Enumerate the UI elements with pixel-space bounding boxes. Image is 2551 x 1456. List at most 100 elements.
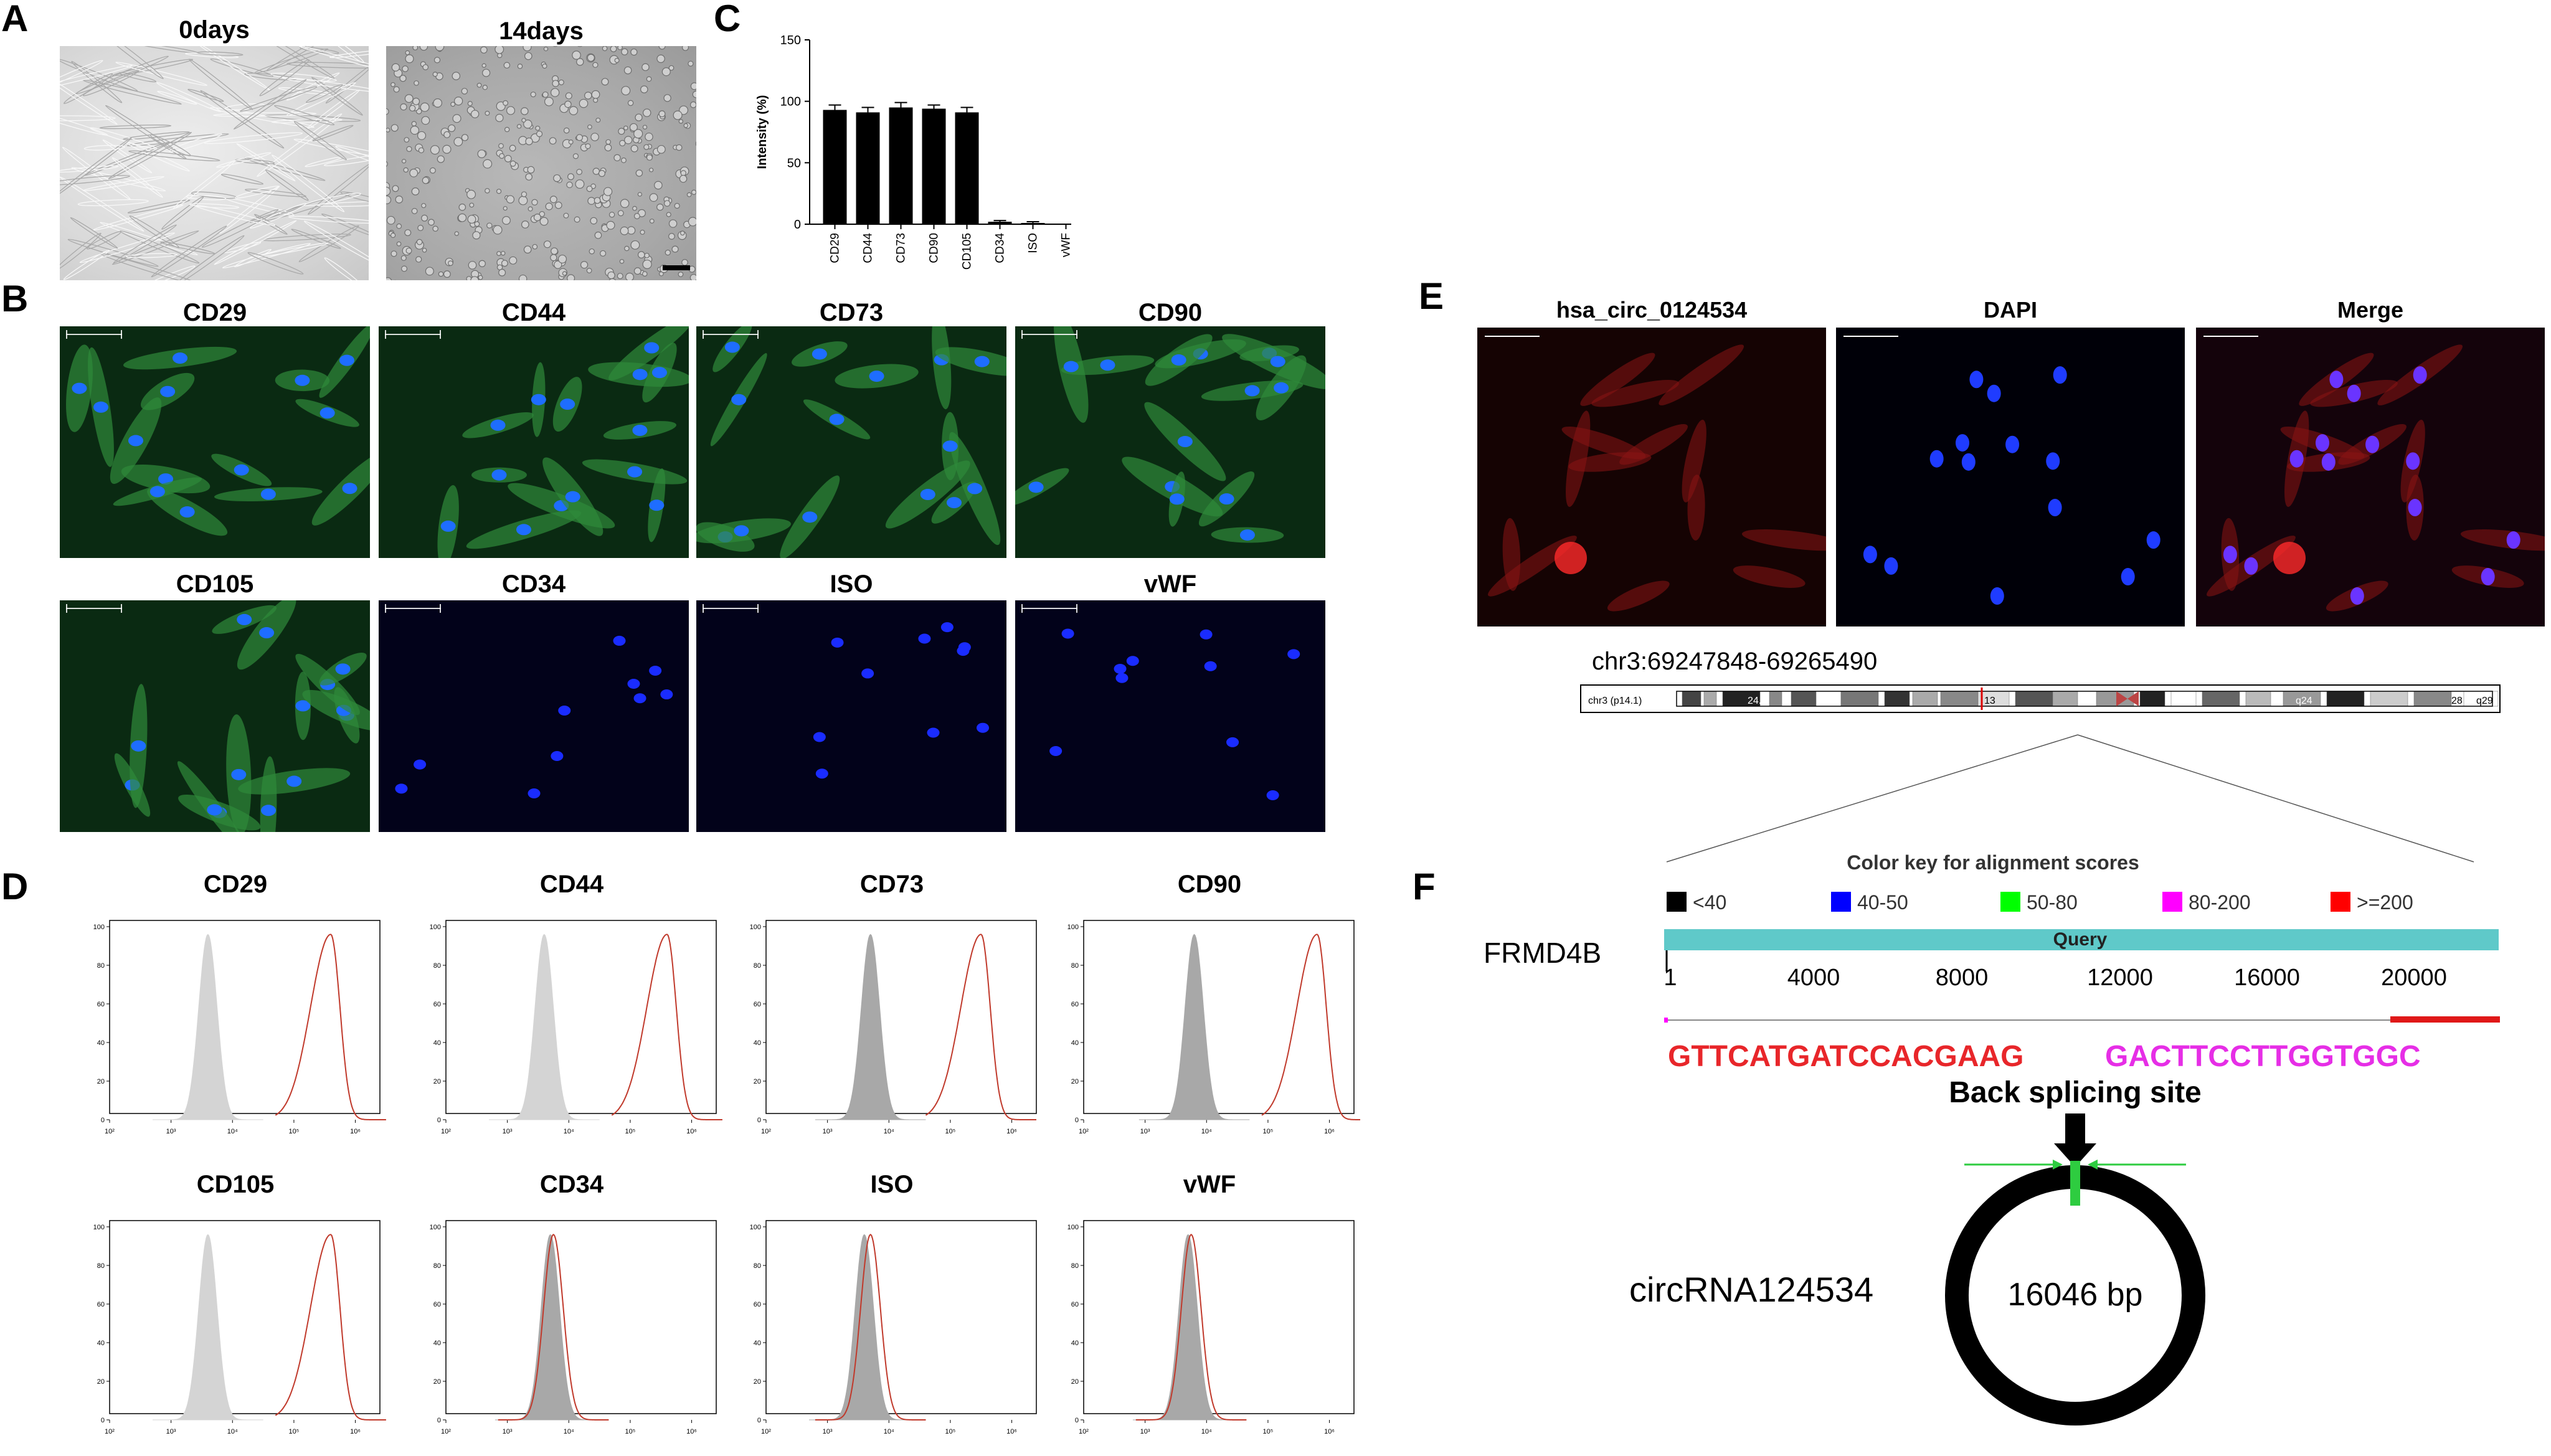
round-cell: [681, 259, 688, 266]
nucleus: [802, 511, 818, 523]
spindle-cell: [323, 154, 369, 166]
round-cell: [668, 65, 674, 71]
color-key-swatch: [2162, 892, 2182, 912]
y-tick-label: 80: [433, 962, 441, 970]
round-cell: [668, 219, 678, 228]
round-cell: [458, 203, 466, 211]
x-tick-label: CD29: [829, 233, 842, 263]
round-cell: [600, 250, 607, 257]
flow-histogram: 0 20 40 60 80 100 10² 10³ 10⁴ 10⁵ 10⁶: [430, 920, 722, 1135]
nucleus: [558, 705, 571, 716]
spindle-cell: [71, 167, 166, 192]
round-cell: [396, 241, 402, 247]
y-tick-label: 0: [794, 218, 801, 232]
round-cell: [638, 209, 646, 217]
spindle-cell: [340, 191, 369, 204]
round-cell: [430, 145, 440, 155]
y-tick-label: 0: [757, 1117, 761, 1124]
round-cell: [521, 191, 528, 197]
scale-bar: [385, 604, 441, 613]
chromosome-band: [2052, 691, 2078, 707]
micrograph-0days: [60, 46, 369, 280]
round-cell: [477, 149, 486, 158]
spindle-cell: [265, 169, 309, 201]
round-cell: [432, 72, 438, 77]
round-cell: [663, 200, 671, 207]
y-tick-label: 60: [433, 1301, 441, 1308]
round-cell: [606, 220, 615, 230]
round-cell: [618, 128, 625, 135]
x-tick-label: vWF: [1060, 233, 1073, 257]
x-tick-label: 10⁶: [1324, 1128, 1335, 1135]
round-cell: [642, 125, 648, 130]
round-cell: [509, 160, 516, 167]
spindle-cell: [169, 133, 222, 153]
round-cell: [632, 206, 637, 211]
nucleus: [1274, 382, 1289, 394]
chromosome-band: [1703, 691, 1717, 707]
round-cell: [405, 247, 412, 254]
round-cell: [481, 63, 486, 68]
round-cell: [421, 214, 428, 222]
round-cell: [656, 54, 665, 64]
x-tick-label: 10²: [105, 1428, 115, 1435]
y-tick-label: 100: [1067, 924, 1079, 931]
control-histogram: [815, 934, 926, 1120]
round-cell: [417, 131, 427, 140]
cytoplasm-stain: [311, 451, 370, 526]
round-cell: [504, 126, 510, 133]
x-tick-label: 10⁴: [1201, 1128, 1212, 1135]
y-tick-label: 100: [430, 924, 441, 931]
x-tick-label: 10⁴: [564, 1428, 574, 1435]
round-cell: [461, 134, 469, 141]
round-cell: [454, 231, 459, 236]
control-histogram: [495, 1234, 606, 1421]
round-cell: [663, 94, 671, 102]
nucleus: [335, 663, 351, 675]
cytoplasm-stain: [1054, 326, 1089, 423]
round-cell: [563, 127, 570, 134]
round-cell: [646, 154, 653, 161]
round-cell: [404, 94, 414, 103]
axis-tick-label: 16000: [2234, 965, 2300, 991]
spindle-cell: [173, 160, 235, 209]
image-title-cd90: CD90: [1138, 299, 1203, 326]
x-tick-label: 10⁴: [564, 1128, 574, 1135]
nucleus: [627, 678, 640, 689]
nucleus: [632, 369, 648, 381]
round-cell: [590, 133, 599, 141]
y-tick-label: 80: [754, 1262, 761, 1270]
spindle-cell: [127, 199, 191, 214]
scale-bar: [1021, 330, 1077, 339]
nucleus: [1115, 673, 1129, 683]
round-cell: [629, 123, 638, 131]
round-cell: [594, 197, 601, 204]
round-cell: [442, 144, 452, 154]
x-tick-label: 10⁵: [1263, 1128, 1274, 1135]
nucleus: [1239, 529, 1255, 541]
chromosome-band: [2370, 691, 2408, 707]
circrna-signal: [1591, 380, 1679, 407]
round-cells-pattern: [386, 46, 696, 280]
spindle-cell: [286, 82, 356, 116]
nucleus: [633, 693, 646, 704]
axis-tick-label: 1: [1664, 965, 1677, 991]
color-key-swatch: [1831, 892, 1851, 912]
spindle-cell: [300, 47, 339, 54]
nucleus: [1955, 434, 1969, 452]
y-tick-label: 40: [97, 1340, 105, 1347]
round-cell: [417, 225, 424, 231]
spindle-cell: [317, 201, 369, 207]
nucleus: [649, 499, 665, 511]
nucleus: [2315, 434, 2329, 452]
down-arrow-stem: [2065, 1113, 2085, 1143]
panel-letter-e: E: [1419, 275, 1444, 317]
round-cell: [640, 229, 645, 235]
x-tick-label: 10³: [823, 1428, 833, 1435]
histogram-title-iso: ISO: [870, 1171, 914, 1198]
bar: [823, 110, 847, 224]
circrna-signal: [1607, 580, 1670, 612]
nucleus: [295, 374, 310, 386]
spindle-cell: [79, 232, 176, 263]
round-cell: [619, 258, 625, 264]
